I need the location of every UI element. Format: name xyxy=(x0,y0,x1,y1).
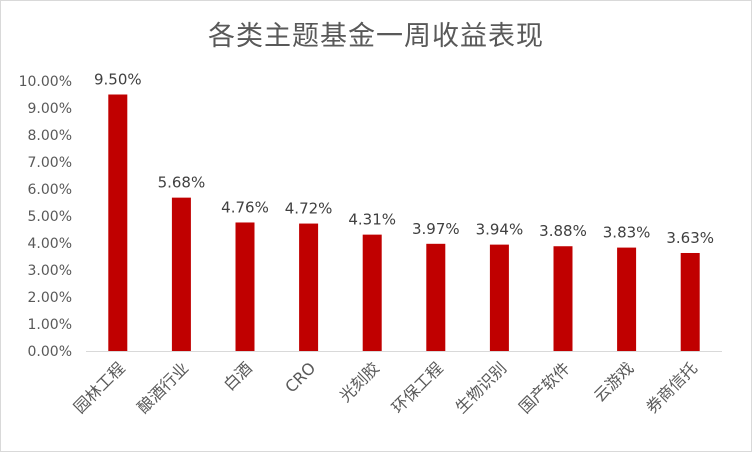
x-tick-label: 券商信托 xyxy=(642,358,701,417)
data-label: 3.63% xyxy=(666,229,714,247)
bar xyxy=(553,246,573,351)
y-tick-label: 3.00% xyxy=(28,263,72,279)
y-tick-label: 7.00% xyxy=(28,155,72,171)
bar xyxy=(235,222,255,351)
x-tick-label: 国产软件 xyxy=(515,358,574,417)
data-label: 3.88% xyxy=(539,222,587,240)
x-axis: 园林工程 酿酒行业 白酒 CRO 光刻胶 环保工程 生物识别 国产软件 云游戏 券商信托 xyxy=(70,351,722,417)
bar xyxy=(171,197,191,351)
x-tick-label: 白酒 xyxy=(220,358,256,394)
x-tick-label: 园林工程 xyxy=(70,358,129,417)
data-label: 3.97% xyxy=(412,220,460,238)
x-tick-label: 光刻胶 xyxy=(336,358,383,405)
x-tick-label: 云游戏 xyxy=(590,358,637,405)
y-tick-label: 6.00% xyxy=(28,182,72,198)
y-tick-label: 10.00% xyxy=(19,74,72,90)
y-tick-label: 2.00% xyxy=(28,290,72,306)
data-labels: 9.50% 5.68% 4.76% 4.72% 4.31% 3.97% 3.94% 3.88%… xyxy=(94,71,714,247)
chart-title: 各类主题基金一周收益表现 xyxy=(208,21,544,52)
bar xyxy=(617,247,637,351)
y-tick-label: 5.00% xyxy=(28,209,72,225)
y-tick-label: 4.00% xyxy=(28,236,72,252)
data-label: 4.72% xyxy=(285,200,333,218)
x-tick-label: 酿酒行业 xyxy=(134,358,193,417)
bar xyxy=(362,234,382,351)
y-axis: 0.00% 1.00% 2.00% 3.00% 4.00% 5.00% 6.00% 7.00%… xyxy=(19,74,72,360)
bar xyxy=(299,223,319,351)
bar xyxy=(680,252,700,351)
y-tick-label: 8.00% xyxy=(28,128,72,144)
y-tick-label: 0.00% xyxy=(28,344,72,360)
data-label: 4.76% xyxy=(221,198,269,216)
data-label: 3.83% xyxy=(603,224,651,242)
x-tick-label: CRO xyxy=(281,358,319,396)
data-label: 5.68% xyxy=(158,174,206,192)
y-tick-label: 1.00% xyxy=(28,317,72,333)
data-label: 4.31% xyxy=(348,211,396,229)
bar xyxy=(108,94,128,351)
bar xyxy=(426,243,446,351)
x-tick-label: 环保工程 xyxy=(388,358,447,417)
y-tick-label: 9.00% xyxy=(28,101,72,117)
bar xyxy=(489,244,509,351)
x-tick-label: 生物识别 xyxy=(452,358,511,417)
data-label: 9.50% xyxy=(94,71,142,89)
bar-series xyxy=(108,94,700,351)
data-label: 3.94% xyxy=(476,221,524,239)
